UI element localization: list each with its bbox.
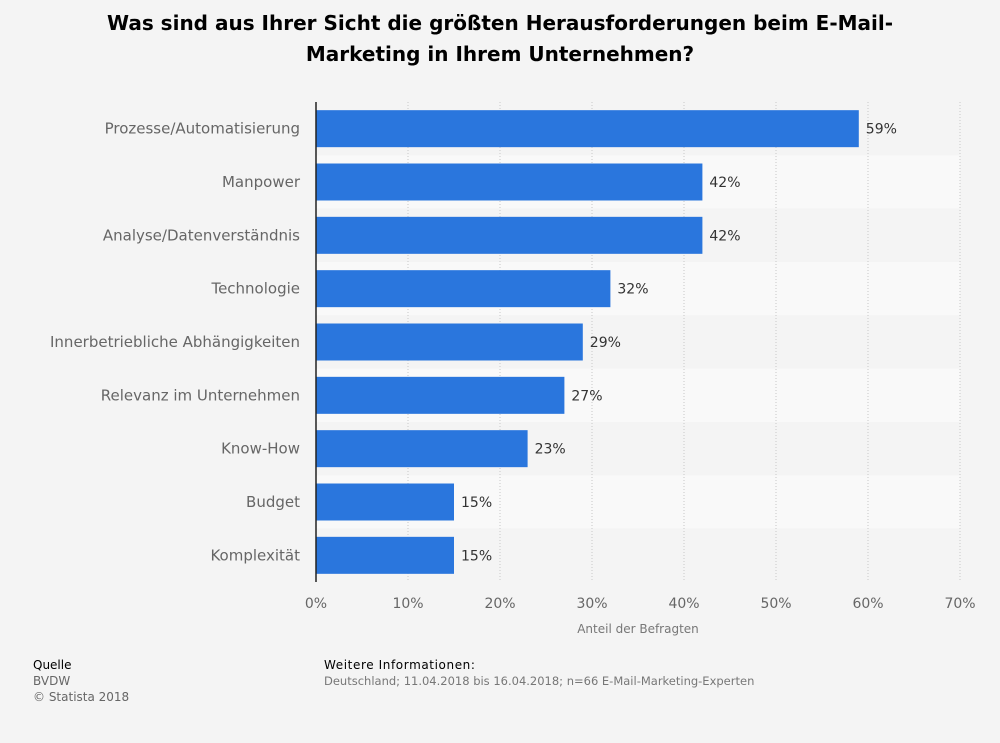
category-label: Innerbetriebliche Abhängigkeiten	[50, 333, 300, 351]
category-label: Know-How	[221, 440, 300, 458]
info-text: Deutschland; 11.04.2018 bis 16.04.2018; …	[324, 674, 755, 688]
x-tick-label: 0%	[305, 596, 327, 612]
category-label: Technologie	[210, 280, 300, 298]
category-label: Relevanz im Unternehmen	[101, 386, 300, 404]
bar	[316, 270, 611, 308]
category-label: Komplexität	[210, 546, 300, 564]
value-label: 59%	[866, 122, 897, 138]
x-axis-title: Anteil der Befragten	[577, 622, 699, 636]
value-label: 15%	[461, 495, 492, 511]
info-block: Weitere Informationen: Deutschland; 11.0…	[324, 657, 754, 689]
x-tick-label: 10%	[392, 596, 423, 612]
info-heading: Weitere Informationen:	[324, 658, 476, 672]
source-name: BVDW	[33, 674, 71, 688]
source-heading: Quelle	[33, 658, 72, 672]
x-tick-label: 30%	[576, 596, 607, 612]
category-label: Analyse/Datenverständnis	[103, 226, 300, 244]
bar-chart: Prozesse/Automatisierung 59% Manpower 42% An…	[50, 102, 976, 636]
bar	[316, 376, 565, 414]
value-label: 23%	[535, 442, 566, 458]
bar	[316, 163, 703, 201]
value-label: 15%	[461, 548, 492, 564]
bar	[316, 216, 703, 254]
bar	[316, 536, 454, 574]
value-label: 29%	[590, 335, 621, 351]
x-tick-label: 40%	[668, 596, 699, 612]
bar	[316, 323, 583, 361]
value-label: 27%	[571, 388, 602, 404]
x-tick-label: 20%	[484, 596, 515, 612]
category-label: Manpower	[222, 173, 301, 191]
value-label: 42%	[709, 228, 740, 244]
category-label: Prozesse/Automatisierung	[105, 120, 300, 138]
value-label: 32%	[617, 282, 648, 298]
chart-title: Was sind aus Ihrer Sicht die größten Her…	[106, 11, 894, 66]
value-label: 42%	[709, 175, 740, 191]
copyright: © Statista 2018	[33, 690, 130, 704]
x-tick-label: 60%	[852, 596, 883, 612]
source-block: Quelle BVDW © Statista 2018	[33, 657, 129, 705]
category-label: Budget	[246, 493, 300, 511]
x-tick-label: 70%	[944, 596, 975, 612]
bar	[316, 110, 859, 148]
bar	[316, 430, 528, 468]
x-tick-label: 50%	[760, 596, 791, 612]
bar	[316, 483, 454, 521]
